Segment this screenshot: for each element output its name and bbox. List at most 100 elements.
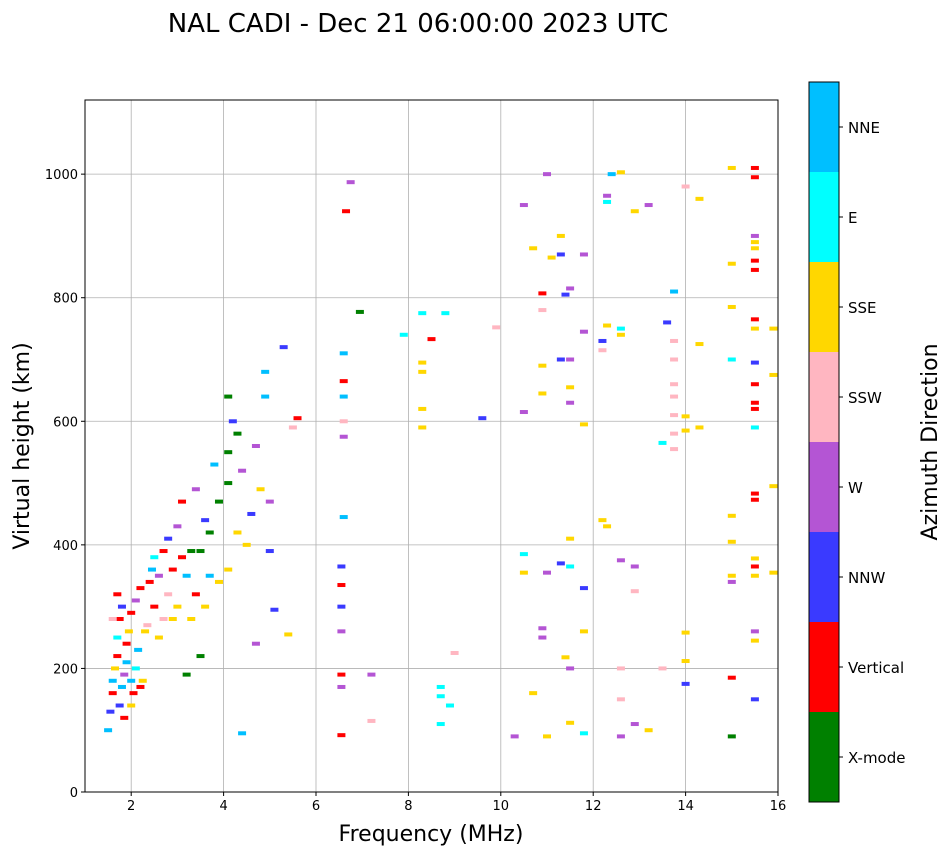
data-point-sse <box>630 209 639 214</box>
data-point-w <box>750 629 759 634</box>
data-point-w <box>173 524 182 529</box>
data-point-vertical <box>191 592 200 597</box>
data-point-sse <box>769 372 778 377</box>
data-point-vertical <box>750 175 759 180</box>
data-point-w <box>616 734 625 739</box>
data-point-x-mode <box>205 530 214 535</box>
data-point-w <box>644 203 653 208</box>
colorbar-tick-label: X-mode <box>848 749 905 767</box>
data-point-sse <box>750 240 759 245</box>
data-point-w <box>630 564 639 569</box>
data-point-e <box>418 311 427 316</box>
data-point-w <box>154 573 163 578</box>
data-point-ssw <box>598 348 607 353</box>
data-point-nne <box>205 573 214 578</box>
y-tick-label: 200 <box>53 662 78 677</box>
data-point-vertical <box>337 672 346 677</box>
colorbar-tick-label: W <box>848 479 863 497</box>
colorbar-swatch-w <box>809 442 839 532</box>
colorbar-swatch-sse <box>809 262 839 352</box>
plot-frame <box>84 99 779 793</box>
data-point-vertical <box>108 691 117 696</box>
data-point-e <box>436 694 445 699</box>
data-point-ssw <box>670 357 679 362</box>
data-point-vertical <box>538 291 547 296</box>
data-point-w <box>519 203 528 208</box>
data-point-nnw <box>663 320 672 325</box>
y-tick-label: 1000 <box>45 168 78 183</box>
data-point-nne <box>147 567 156 572</box>
colorbar-swatch-e <box>809 172 839 262</box>
data-point-sse <box>284 632 293 637</box>
data-point-ssw <box>670 338 679 343</box>
x-tick-label: 12 <box>585 799 602 814</box>
data-point-sse <box>603 323 612 328</box>
data-point-sse <box>187 617 196 621</box>
data-point-vertical <box>136 684 145 689</box>
data-point-nnw <box>556 561 565 566</box>
data-point-vertical <box>136 586 145 591</box>
data-point-sse <box>644 728 653 733</box>
data-point-w <box>519 410 528 415</box>
data-point-w <box>566 286 575 291</box>
data-points <box>104 165 778 739</box>
data-point-vertical <box>727 675 736 680</box>
data-point-nne <box>122 660 131 665</box>
data-point-nnw <box>598 338 607 343</box>
data-point-sse <box>769 484 778 489</box>
y-axis-ticks: 0 200 400 600 800 1000 <box>45 168 85 801</box>
data-point-x-mode <box>182 672 191 677</box>
data-point-nnw <box>750 360 759 365</box>
data-point-x-mode <box>233 431 242 436</box>
data-point-x-mode <box>196 549 205 554</box>
data-point-sse <box>556 233 565 238</box>
y-tick-label: 600 <box>53 415 78 430</box>
data-point-nnw <box>115 703 124 708</box>
data-point-x-mode <box>727 734 736 739</box>
data-point-nne <box>261 369 270 374</box>
colorbar-tick-label: E <box>848 209 857 227</box>
x-tick-label: 10 <box>493 799 510 814</box>
data-point-nnw <box>228 419 237 424</box>
data-point-nnw <box>579 586 588 591</box>
colorbar-label: Azimuth Direction <box>918 343 943 540</box>
data-point-nne <box>108 678 117 683</box>
data-point-e <box>519 552 528 557</box>
colorbar-tick-label: SSE <box>848 299 877 317</box>
y-tick-label: 800 <box>53 292 78 307</box>
data-point-nne <box>117 684 126 689</box>
data-point-sse <box>603 524 612 529</box>
data-point-sse <box>529 246 538 251</box>
data-point-sse <box>727 304 736 309</box>
data-point-nnw <box>681 681 690 686</box>
data-point-ssw <box>538 308 547 313</box>
colorbar-swatch-ssw <box>809 352 839 442</box>
data-point-sse <box>598 518 607 523</box>
data-point-sse <box>418 369 427 374</box>
colorbar: X-mode Vertical NNW W SSW SSE E NNE <box>808 81 905 803</box>
data-point-sse <box>695 425 704 430</box>
data-point-nnw <box>201 518 210 523</box>
data-point-vertical <box>750 491 759 496</box>
data-point-w <box>191 487 200 492</box>
data-point-vertical <box>750 267 759 272</box>
data-point-x-mode <box>224 450 233 455</box>
colorbar-tick-label: NNE <box>848 119 880 137</box>
data-point-w <box>367 672 376 677</box>
data-point-vertical <box>120 715 129 720</box>
data-point-e <box>399 332 408 337</box>
data-point-w <box>265 499 274 504</box>
data-point-e <box>113 635 122 640</box>
data-point-vertical <box>750 317 759 322</box>
data-point-vertical <box>115 617 124 621</box>
data-point-sse <box>214 579 223 584</box>
data-point-sse <box>681 414 690 419</box>
data-point-sse <box>681 428 690 433</box>
data-point-vertical <box>750 400 759 405</box>
data-point-vertical <box>122 641 131 646</box>
data-point-vertical <box>750 497 759 502</box>
data-point-nnw <box>117 604 126 609</box>
data-point-sse <box>127 703 136 708</box>
data-point-sse <box>727 261 736 266</box>
y-tick-label: 400 <box>53 539 78 554</box>
